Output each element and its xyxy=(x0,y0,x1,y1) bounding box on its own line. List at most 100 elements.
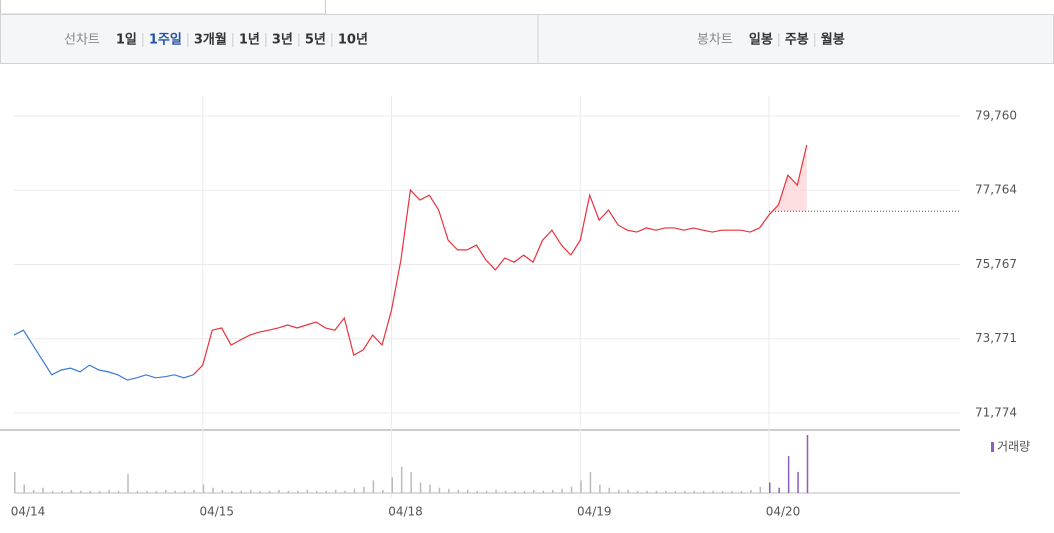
y-tick-label: 73,771 xyxy=(975,331,1017,345)
volume-bar xyxy=(646,490,648,493)
volume-bar xyxy=(759,486,762,493)
tab[interactable]: 10년 xyxy=(338,33,368,48)
tab[interactable]: 1주일 xyxy=(149,33,182,48)
x-tick-label: 04/14 xyxy=(11,505,46,519)
volume-bar xyxy=(457,489,460,493)
volume-bar xyxy=(51,490,54,493)
volume-bar xyxy=(476,490,478,493)
volume-bar xyxy=(740,490,743,493)
x-tick-label: 04/20 xyxy=(766,505,801,519)
y-tick-label: 79,760 xyxy=(975,109,1017,123)
tab[interactable]: 월봉 xyxy=(821,32,845,48)
volume-bar xyxy=(353,488,356,493)
tabs: 선차트 1일 1주일 3개월 1년 3년 5년 10년 봉차트 일봉 주봉 월봉 xyxy=(64,32,845,48)
volume-bar xyxy=(542,490,544,493)
volume-bar xyxy=(127,474,129,493)
tab-bar xyxy=(0,14,1054,64)
volume-bar xyxy=(202,484,205,493)
volume-bar xyxy=(608,487,611,493)
tab-label: 선차트 xyxy=(64,33,100,48)
volume-bar xyxy=(485,490,488,493)
price-line xyxy=(381,188,572,346)
volume-bar xyxy=(316,490,318,493)
volume-bar xyxy=(504,490,507,493)
volume-legend: 거래량 xyxy=(997,440,1030,454)
volume-bar xyxy=(712,490,714,493)
volume-bar xyxy=(268,490,271,493)
volume-bar xyxy=(636,490,639,493)
volume-bar xyxy=(438,487,441,493)
volume-bar xyxy=(278,489,280,493)
volume-bar xyxy=(80,490,82,493)
volume-bar xyxy=(325,490,327,493)
volume-bar xyxy=(514,490,516,493)
volume-bar xyxy=(32,489,35,493)
volume-bar xyxy=(287,490,290,493)
volume-bar xyxy=(599,484,601,493)
tab[interactable]: 3개월 xyxy=(194,32,227,48)
volume-bar xyxy=(561,488,563,493)
x-tick-label: 04/15 xyxy=(199,505,234,519)
volume-bar xyxy=(136,490,139,493)
volume-bar xyxy=(410,471,412,493)
volume-bar xyxy=(183,490,186,493)
volume-bar xyxy=(212,487,214,493)
volume-bar xyxy=(23,484,25,493)
volume-bar xyxy=(467,489,469,493)
volume-bar xyxy=(523,490,526,493)
volume-bar xyxy=(721,490,724,493)
tab[interactable]: 주봉 xyxy=(785,33,809,48)
x-tick-label: 04/18 xyxy=(388,505,423,519)
volume-bar xyxy=(334,489,337,493)
volume-bar xyxy=(98,490,101,493)
tab[interactable]: 1일 xyxy=(116,33,137,48)
volume-bar xyxy=(797,471,799,493)
volume-bar xyxy=(249,489,252,493)
volume-bar xyxy=(146,490,148,493)
volume-legend-swatch xyxy=(991,442,994,452)
volume-bar xyxy=(70,489,73,493)
volume-bar xyxy=(731,490,733,493)
volume-bar xyxy=(674,490,677,493)
volume-bar xyxy=(665,490,667,493)
x-tick-label: 04/19 xyxy=(577,505,612,519)
tab[interactable]: 1년 xyxy=(239,33,260,48)
volume-bar xyxy=(429,484,431,493)
volume-bar xyxy=(533,489,535,493)
price-line xyxy=(759,144,808,229)
volume-bar xyxy=(391,477,393,493)
volume-bar xyxy=(495,489,497,493)
volume-bar xyxy=(787,456,790,493)
volume-bar xyxy=(806,435,809,493)
y-tick-label: 77,764 xyxy=(975,183,1017,197)
price-line xyxy=(192,316,383,376)
volume-bar xyxy=(165,489,167,493)
plot: 71,774 73,771 75,767 77,764 79,760 04/14 04/15… xyxy=(0,96,1030,519)
volume-bar xyxy=(448,488,450,493)
volume-bar xyxy=(400,466,403,493)
top-box xyxy=(0,0,326,15)
volume-bar xyxy=(693,490,695,493)
volume-bar xyxy=(14,471,16,493)
volume-bar xyxy=(297,490,299,493)
volume-bar xyxy=(778,487,780,493)
volume-bar xyxy=(240,490,242,493)
volume-bar xyxy=(750,489,752,493)
volume-bar xyxy=(42,487,44,493)
tab[interactable]: 5년 xyxy=(305,33,326,48)
volume-bar xyxy=(684,490,686,493)
tab[interactable]: 일봉 xyxy=(749,33,773,48)
tab-label: 봉차트 xyxy=(697,33,733,48)
volume-bar xyxy=(108,489,110,493)
price-line xyxy=(13,329,194,381)
volume-bar xyxy=(89,490,91,493)
volume-bar xyxy=(259,490,261,493)
volume-bar xyxy=(655,490,658,493)
volume-bar xyxy=(306,489,309,493)
volume-bar xyxy=(769,482,771,493)
volume-bar xyxy=(155,490,158,493)
area-fill xyxy=(769,145,807,215)
tab[interactable]: 3년 xyxy=(272,33,293,48)
volume-bar xyxy=(61,490,63,493)
volume-bar xyxy=(117,490,120,493)
